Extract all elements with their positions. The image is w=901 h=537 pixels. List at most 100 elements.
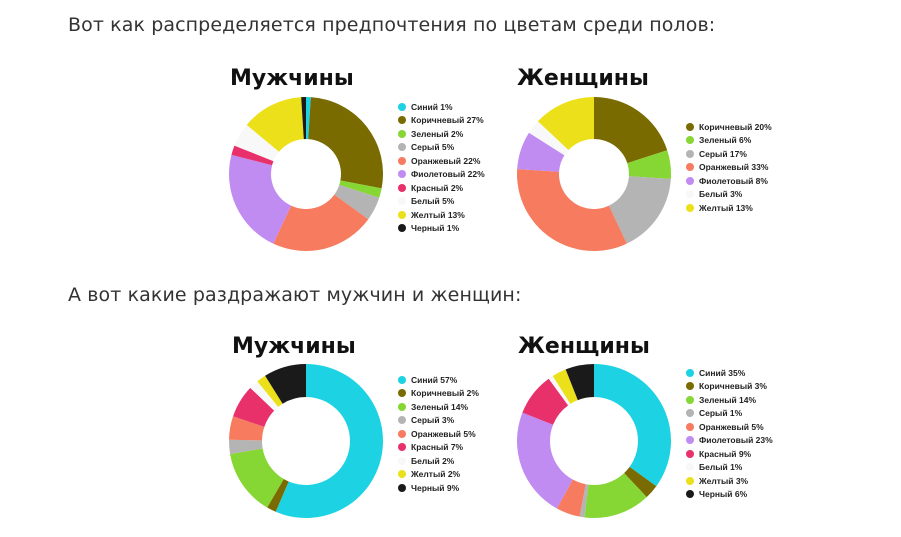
legend-item: Белый 2% xyxy=(398,454,479,468)
legend-item: Белый 3% xyxy=(686,188,772,202)
legend-label: Черный 1% xyxy=(411,223,460,234)
legend-label: Оранжевый 33% xyxy=(699,162,769,173)
legend-label: Белый 3% xyxy=(699,189,743,200)
legend-label: Желтый 2% xyxy=(411,469,461,480)
legend-swatch xyxy=(686,476,694,485)
chart-title: Мужчины xyxy=(232,334,356,359)
legend-label: Белый 1% xyxy=(699,462,743,473)
legend-item: Черный 1% xyxy=(398,222,485,236)
legend-swatch xyxy=(686,176,694,185)
legend-label: Зеленый 6% xyxy=(699,135,752,146)
legend-item: Зеленый 6% xyxy=(686,134,772,148)
donut-slice xyxy=(565,364,594,401)
legend-item: Белый 1% xyxy=(686,461,773,475)
legend-label: Синий 57% xyxy=(411,374,458,385)
legend-label: Коричневый 27% xyxy=(411,115,484,126)
legend-swatch xyxy=(686,436,694,445)
legend: Синий 57% Коричневый 2% Зеленый 14% Серый 3… xyxy=(398,373,479,495)
legend-swatch xyxy=(686,409,694,418)
legend-item: Желтый 13% xyxy=(398,208,485,222)
legend-swatch xyxy=(686,449,694,458)
legend-swatch xyxy=(398,483,406,492)
legend-label: Белый 2% xyxy=(411,455,455,466)
legend-label: Зеленый 14% xyxy=(699,394,757,405)
donut-slice xyxy=(522,378,569,425)
legend-label: Фиолетовый 8% xyxy=(699,175,768,186)
donut xyxy=(229,364,384,518)
legend-label: Синий 1% xyxy=(411,101,453,112)
legend-swatch xyxy=(398,389,406,398)
donut xyxy=(229,96,384,251)
legend-item: Оранжевый 22% xyxy=(398,154,485,168)
legend-item: Серый 5% xyxy=(398,141,485,155)
donut-slice xyxy=(233,387,275,427)
donut xyxy=(516,97,672,252)
chart-title: Женщины xyxy=(518,334,650,359)
donut-slice xyxy=(246,97,304,152)
donut-slice xyxy=(334,184,380,220)
legend-label: Черный 6% xyxy=(699,489,748,500)
legend-item: Фиолетовый 23% xyxy=(686,434,773,448)
legend: Коричневый 20% Зеленый 6% Серый 17% Оранжев… xyxy=(686,120,772,215)
legend-label: Серый 17% xyxy=(699,148,747,159)
donut-slice xyxy=(608,176,671,244)
legend-swatch xyxy=(398,183,406,192)
legend-item: Серый 3% xyxy=(398,414,479,428)
donut-slice xyxy=(516,412,573,509)
legend-label: Красный 9% xyxy=(699,448,752,459)
legend-item: Оранжевый 5% xyxy=(686,420,773,434)
legend-swatch xyxy=(398,197,406,206)
legend-label: Коричневый 2% xyxy=(411,388,479,399)
legend-label: Желтый 13% xyxy=(411,209,465,220)
donut-slice xyxy=(548,375,571,406)
legend-swatch xyxy=(398,156,406,165)
legend-item: Оранжевый 5% xyxy=(398,427,479,441)
legend-label: Оранжевый 5% xyxy=(411,428,476,439)
legend-item: Зеленый 14% xyxy=(398,400,479,414)
donut-slice xyxy=(594,364,671,487)
legend-swatch xyxy=(398,416,406,425)
legend-item: Зеленый 14% xyxy=(686,393,773,407)
legend-item: Черный 9% xyxy=(398,481,479,495)
legend-swatch xyxy=(686,163,694,172)
legend-label: Коричневый 20% xyxy=(699,121,772,132)
legend-swatch xyxy=(686,382,694,391)
legend-label: Фиолетовый 23% xyxy=(699,435,773,446)
legend-swatch xyxy=(398,456,406,465)
legend-label: Серый 3% xyxy=(411,415,455,426)
donut-slice xyxy=(579,484,589,518)
chart-title: Женщины xyxy=(517,66,649,91)
donut-slice xyxy=(229,416,265,441)
legend-item: Желтый 3% xyxy=(686,474,773,488)
legend-label: Желтый 3% xyxy=(699,475,749,486)
legend-label: Зеленый 2% xyxy=(411,128,464,139)
legend-swatch xyxy=(398,116,406,125)
donut-slice xyxy=(230,448,284,508)
legend-item: Желтый 13% xyxy=(686,201,772,215)
legend-item: Красный 2% xyxy=(398,181,485,195)
donut-slice xyxy=(234,124,280,162)
legend-item: Черный 6% xyxy=(686,488,773,502)
legend-label: Фиолетовый 22% xyxy=(411,169,485,180)
donut-slice xyxy=(275,364,384,518)
donut-slice xyxy=(273,194,369,251)
donut-slice xyxy=(537,97,594,151)
legend-item: Синий 57% xyxy=(398,373,479,387)
legend-swatch xyxy=(686,368,694,377)
legend-swatch xyxy=(686,490,694,499)
legend-item: Синий 1% xyxy=(398,100,485,114)
chart-title: Мужчины xyxy=(230,66,354,91)
donut-slice xyxy=(306,96,311,140)
legend-swatch xyxy=(398,170,406,179)
irritations-heading: А вот какие раздражают мужчин и женщин: xyxy=(68,284,522,306)
donut-slice xyxy=(250,381,279,411)
legend-item: Фиолетовый 22% xyxy=(398,168,485,182)
donut-slice xyxy=(308,97,384,189)
legend-swatch xyxy=(686,122,694,131)
legend-swatch xyxy=(398,129,406,138)
legend-swatch xyxy=(398,429,406,438)
legend-swatch xyxy=(686,463,694,472)
donut-slice xyxy=(552,369,578,404)
legend-item: Серый 1% xyxy=(686,407,773,421)
donut xyxy=(516,364,671,518)
